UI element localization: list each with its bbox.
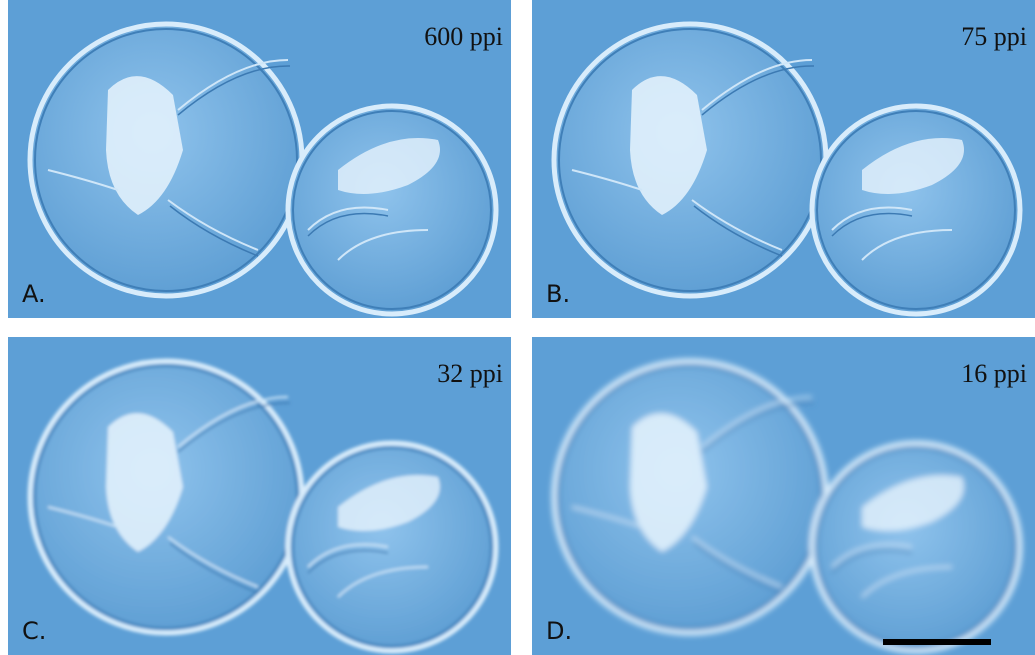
panel: 600 ppi A. [8,0,511,318]
micrograph [532,337,1035,655]
resolution-label: 16 ppi [961,359,1027,389]
panel-label: A. [22,280,46,308]
figure: 600 ppi A. 75 ppi B. 32 ppi C. 16 ppi D.… [0,0,1035,655]
panel: 16 ppi D. [532,337,1035,655]
panel: 75 ppi B. [532,0,1035,318]
resolution-label: 32 ppi [437,359,503,389]
resolution-label: 75 ppi [961,22,1027,52]
panel-label: C. [22,617,46,645]
resolution-label: 600 ppi [424,22,503,52]
panel: 32 ppi C. [8,337,511,655]
micrograph [8,337,511,655]
scale-bar [883,639,991,645]
panel-label: B. [546,280,570,308]
panel-label: D. [546,617,572,645]
micrograph [532,0,1035,318]
